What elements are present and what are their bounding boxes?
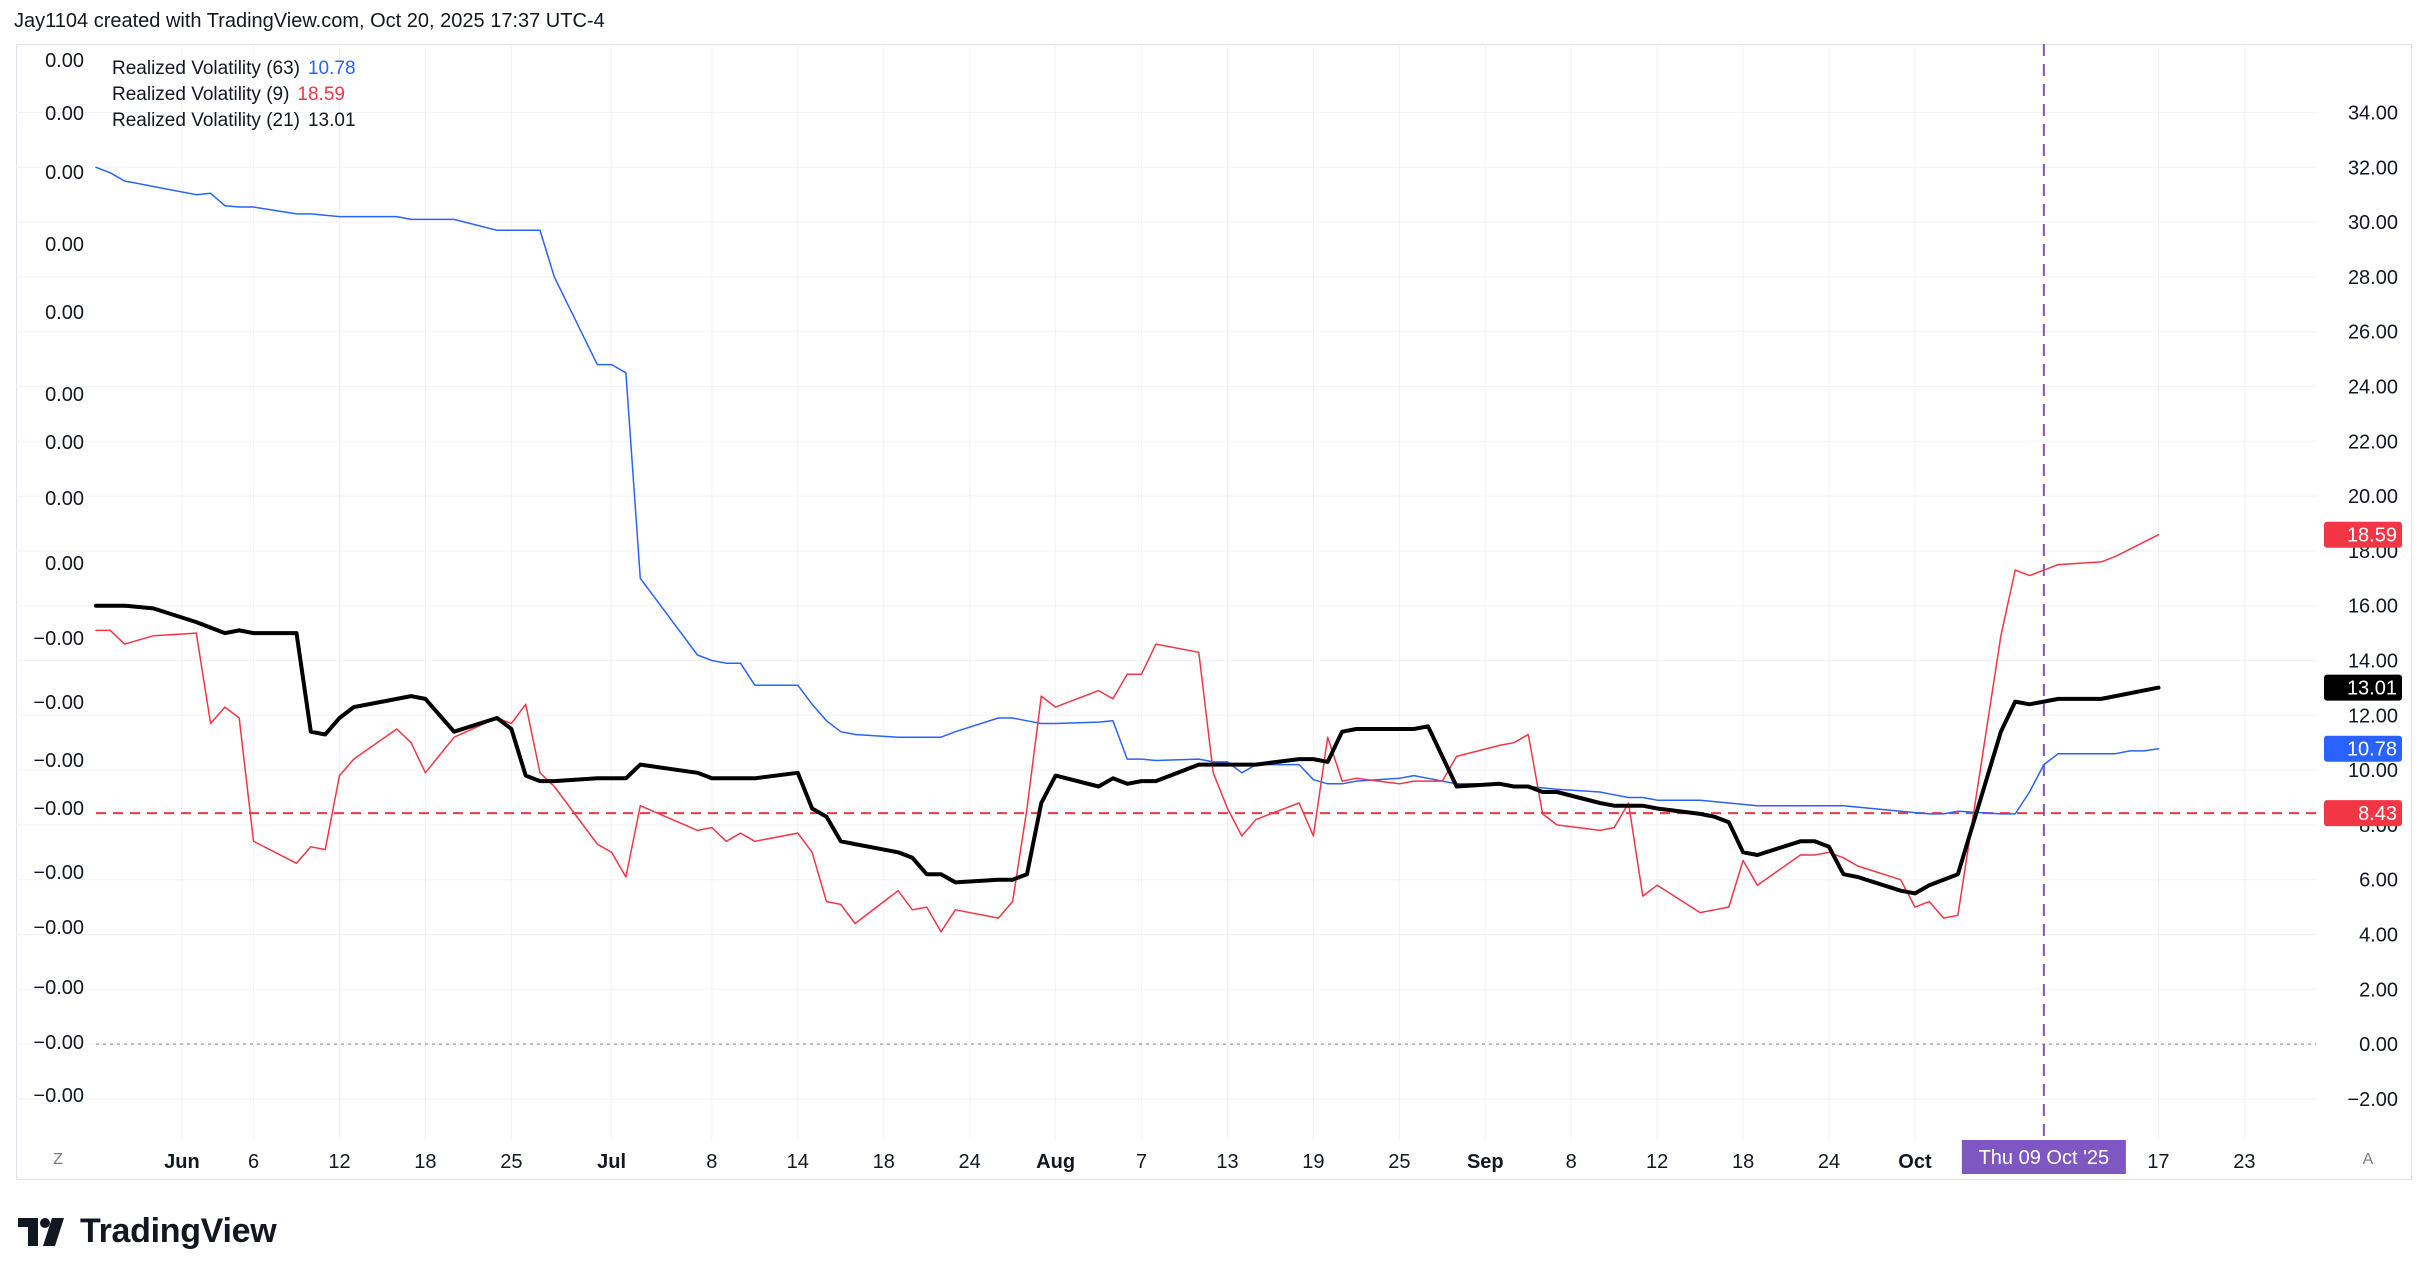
left-axis-label: 0.00 bbox=[45, 553, 84, 575]
timezone-button[interactable]: Z bbox=[53, 1151, 63, 1168]
grid-layer bbox=[16, 44, 2316, 1140]
chart-credit: Jay1104 created with TradingView.com, Oc… bbox=[14, 10, 605, 32]
series-line bbox=[95, 166, 2160, 815]
x-tick-label: 6 bbox=[248, 1151, 259, 1173]
legend-item-rv63[interactable]: Realized Volatility (63) 10.78 bbox=[112, 56, 356, 82]
x-tick-label: 14 bbox=[787, 1151, 809, 1173]
brand-name: TradingView bbox=[80, 1212, 277, 1250]
left-axis-label: 0.00 bbox=[45, 384, 84, 406]
y-tick-label: 12.00 bbox=[2348, 705, 2398, 727]
y-tick-label: 20.00 bbox=[2348, 486, 2398, 508]
y-tick-label: 24.00 bbox=[2348, 377, 2398, 399]
series-line bbox=[94, 603, 2161, 896]
left-axis: 0.00 0.00 0.00 0.00 0.00 0.00 0.00 0.00 0.00 −0.0… bbox=[33, 50, 84, 1107]
reference-lines bbox=[96, 44, 2316, 1140]
left-axis-label: −0.00 bbox=[33, 750, 84, 772]
x-tick-label: 18 bbox=[414, 1151, 436, 1173]
left-axis-label: 0.00 bbox=[45, 432, 84, 454]
x-axis: Jun 6 12 18 25 Jul 8 14 18 24 Aug 7 13 19 25 Sep 8 12 18 24… bbox=[164, 1151, 2255, 1173]
series-last-price-label-bg bbox=[2324, 521, 2402, 548]
y-tick-label: −2.00 bbox=[2347, 1089, 2398, 1111]
x-tick-label: 13 bbox=[1216, 1151, 1238, 1173]
x-tick-label: 19 bbox=[1302, 1151, 1324, 1173]
y-tick-label: 30.00 bbox=[2348, 212, 2398, 234]
y-tick-label: 14.00 bbox=[2348, 651, 2398, 673]
price-labels: 8.43 10.78 18.59 13.01 Thu 09 Oct '25 bbox=[1961, 521, 2402, 1174]
legend-value: 18.59 bbox=[297, 84, 345, 105]
left-axis-label: −0.00 bbox=[33, 798, 84, 820]
brand-logo[interactable]: TradingView bbox=[18, 1212, 277, 1251]
left-axis-label: −0.00 bbox=[33, 977, 84, 999]
x-tick-label: 23 bbox=[2233, 1151, 2255, 1173]
series-last-price-label: 10.78 bbox=[2347, 739, 2397, 761]
x-tick-label: 12 bbox=[1646, 1151, 1668, 1173]
series-last-price-label-bg bbox=[2324, 735, 2402, 762]
left-axis-label: −0.00 bbox=[33, 862, 84, 884]
auto-scale-button[interactable]: A bbox=[2362, 1151, 2374, 1168]
hline-price-label: 8.43 bbox=[2358, 803, 2397, 825]
y-tick-label: 26.00 bbox=[2348, 322, 2398, 344]
y-tick-label: 10.00 bbox=[2348, 760, 2398, 782]
x-tick-label: 8 bbox=[706, 1151, 717, 1173]
x-tick-label: 24 bbox=[959, 1151, 981, 1173]
legend-item-rv9[interactable]: Realized Volatility (9) 18.59 bbox=[112, 82, 356, 108]
legend-item-rv21[interactable]: Realized Volatility (21) 13.01 bbox=[112, 108, 356, 134]
x-tick-label: Aug bbox=[1036, 1151, 1075, 1173]
left-axis-label: −0.00 bbox=[33, 1032, 84, 1054]
crosshair-date-bg bbox=[1961, 1140, 2126, 1174]
hline-price-label-bg bbox=[2324, 800, 2402, 827]
x-tick-label: 18 bbox=[1732, 1151, 1754, 1173]
x-tick-label: 12 bbox=[328, 1151, 350, 1173]
x-tick-label: Jun bbox=[164, 1151, 200, 1173]
y-tick-label: 34.00 bbox=[2348, 103, 2398, 125]
left-axis-label: 0.00 bbox=[45, 488, 84, 510]
chart-pane[interactable] bbox=[16, 44, 2412, 1180]
x-tick-label: Sep bbox=[1467, 1151, 1504, 1173]
x-tick-label: 25 bbox=[500, 1151, 522, 1173]
x-tick-label: 25 bbox=[1388, 1151, 1410, 1173]
legend-value: 10.78 bbox=[307, 58, 356, 79]
series-layer bbox=[94, 166, 2161, 933]
legend-label: Realized Volatility (63) bbox=[112, 58, 300, 79]
crosshair-date-label: Thu 09 Oct '25 bbox=[1979, 1147, 2110, 1169]
legend-label: Realized Volatility (21) bbox=[112, 110, 300, 131]
x-tick-label: 18 bbox=[873, 1151, 895, 1173]
y-tick-label: 2.00 bbox=[2359, 979, 2398, 1001]
legend[interactable]: Realized Volatility (63) 10.78 Realized V… bbox=[112, 56, 356, 134]
x-tick-label: 17 bbox=[2147, 1151, 2169, 1173]
left-axis-label: 0.00 bbox=[45, 234, 84, 256]
x-tick-label: 7 bbox=[1136, 1151, 1147, 1173]
left-axis-label: 0.00 bbox=[45, 162, 84, 184]
series-last-price-label: 13.01 bbox=[2347, 678, 2397, 700]
x-tick-label: 24 bbox=[1818, 1151, 1840, 1173]
x-tick-label: Oct bbox=[1898, 1151, 1932, 1173]
tradingview-logo-icon bbox=[18, 1217, 64, 1246]
series-last-price-label: 18.59 bbox=[2347, 525, 2397, 547]
right-axis: 34.00 32.00 30.00 28.00 26.00 24.00 22.00 20.00… bbox=[2347, 103, 2398, 1111]
y-tick-label: 16.00 bbox=[2348, 596, 2398, 618]
legend-value: 13.01 bbox=[307, 110, 356, 131]
left-axis-label: 0.00 bbox=[45, 103, 84, 125]
left-axis-label: 0.00 bbox=[45, 302, 84, 324]
x-tick-label: Jul bbox=[597, 1151, 626, 1173]
y-tick-label: 4.00 bbox=[2359, 925, 2398, 947]
y-tick-label: 22.00 bbox=[2348, 431, 2398, 453]
series-line bbox=[95, 533, 2160, 933]
y-tick-label: 6.00 bbox=[2359, 870, 2398, 892]
x-tick-label: 8 bbox=[1566, 1151, 1577, 1173]
y-tick-label: 28.00 bbox=[2348, 267, 2398, 289]
left-axis-label: −0.00 bbox=[33, 692, 84, 714]
y-tick-label: 0.00 bbox=[2359, 1034, 2398, 1056]
left-axis-label: −0.00 bbox=[33, 1085, 84, 1107]
left-axis-label: −0.00 bbox=[33, 917, 84, 939]
y-tick-label: 32.00 bbox=[2348, 157, 2398, 179]
legend-label: Realized Volatility (9) bbox=[112, 84, 290, 105]
left-axis-label: 0.00 bbox=[45, 50, 84, 72]
left-axis-label: −0.00 bbox=[33, 628, 84, 650]
series-last-price-label-bg bbox=[2324, 674, 2402, 701]
